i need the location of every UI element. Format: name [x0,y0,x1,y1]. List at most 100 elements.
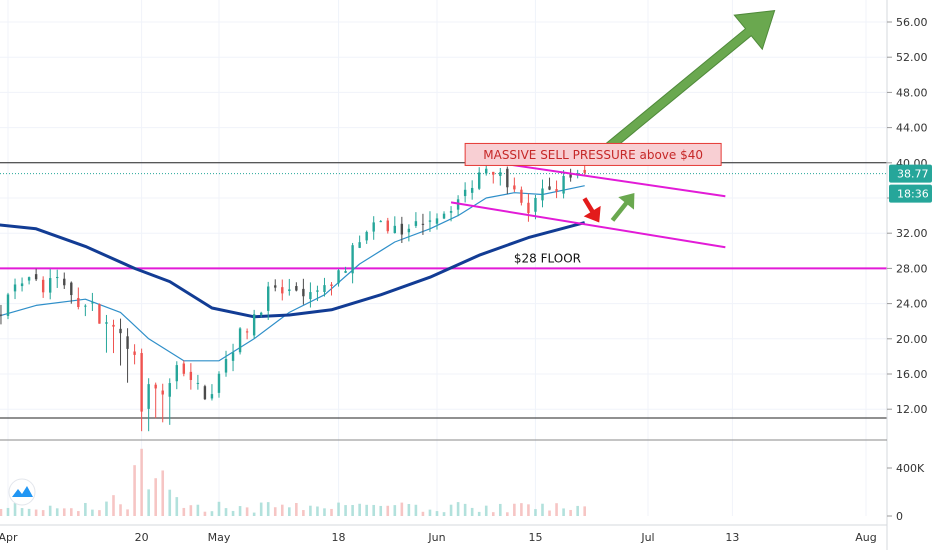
candle-body [470,187,474,193]
volume-bar [6,507,10,516]
candle-body [288,289,291,291]
candle-body [41,279,45,293]
volume-bar [168,489,172,516]
volume-bar [449,504,453,516]
volume-bar [126,509,129,516]
volume-bar [344,505,347,516]
candle-body [189,371,193,380]
candle-body [541,188,544,201]
tradingview-logo[interactable] [8,478,36,506]
candle-body [309,292,312,300]
volume-bar [442,512,446,516]
candle-body [231,352,235,361]
candle-body [84,305,87,307]
volume-bar [175,497,179,516]
candle-body [119,328,122,334]
volume-bar [105,501,108,516]
volume-bar [27,508,31,516]
candle-body [175,365,178,382]
candle-body [372,222,375,232]
candle-body [477,172,481,189]
candle-body [267,286,270,311]
tradingview-cloud-icon[interactable] [8,478,36,506]
volume-bar [491,512,495,516]
x-tick-label: 13 [725,531,739,544]
candle-body [330,284,333,286]
volume-bar [231,510,235,516]
y-tick-label: 44.00 [896,122,928,135]
channel-lower[interactable] [450,201,726,249]
candle-body [421,223,425,225]
volume-bar [414,504,418,516]
volume-bar [407,504,411,516]
volume-bar [252,512,256,516]
volume-bar [161,470,165,516]
candle-body [569,174,572,178]
volume-bar [182,507,186,516]
volume-bar [477,511,481,516]
candle-body [161,390,164,395]
down-arrow[interactable] [582,197,601,223]
candle-body [407,228,411,233]
candle-body [302,288,305,297]
candle-body [98,304,101,324]
candle-body [281,287,284,294]
volume-bar [435,511,439,516]
last-price-value: 38.77 [897,168,929,181]
volume-bar [91,509,94,516]
candle-body [210,394,214,399]
x-tick-label: 15 [528,531,542,544]
volume-bar [506,512,509,516]
big-up-arrow[interactable] [602,10,776,154]
up-arrow[interactable] [610,192,635,222]
candle-body [520,189,523,203]
horizontal-lines[interactable] [0,162,887,419]
volume-bar [330,508,333,516]
x-tick-label: Aug [855,531,876,544]
candle-body [428,220,432,222]
candle-body [400,223,404,235]
moving-averages [0,185,586,362]
candle-body [56,276,59,279]
candle-body [316,290,319,292]
channel-upper[interactable] [479,159,726,198]
volume-bar [48,505,52,516]
arrows[interactable] [582,10,776,223]
candle-body [513,185,516,190]
candle-body [344,271,347,273]
x-tick-label: 18 [332,531,346,544]
candle-body [274,285,277,288]
volume-bar [154,478,157,516]
volume-bar [520,503,523,516]
candle-body [245,331,249,333]
volume-bar [372,504,376,516]
volume-bar [302,510,305,516]
candle-body [435,218,439,224]
volume-bar [358,503,361,516]
volume-bar [203,511,207,516]
volume-bar [224,508,228,516]
volume-tick-label: 400K [896,462,925,475]
y-tick-label: 52.00 [896,51,928,64]
candle-body [534,197,537,212]
volume-bar [534,509,537,516]
candle-body [154,384,157,389]
trend-channel[interactable] [450,159,726,249]
volume-bar [273,507,277,516]
candle-body [379,221,382,223]
sell-pressure-banner[interactable] [464,142,722,166]
candle-body [112,324,115,327]
volume-bar [189,505,193,516]
x-tick-label: Apr [0,531,18,544]
candle-body [27,277,31,281]
volume-bar [62,508,66,516]
candle-body [295,286,298,291]
volume-bar [562,508,565,516]
candle-body [238,328,242,353]
candle-body [492,171,495,175]
annotations[interactable]: MASSIVE SELL PRESSURE above $40 $28 FLOO… [464,142,722,265]
candle-body [0,314,3,316]
volume-bar [288,507,291,516]
